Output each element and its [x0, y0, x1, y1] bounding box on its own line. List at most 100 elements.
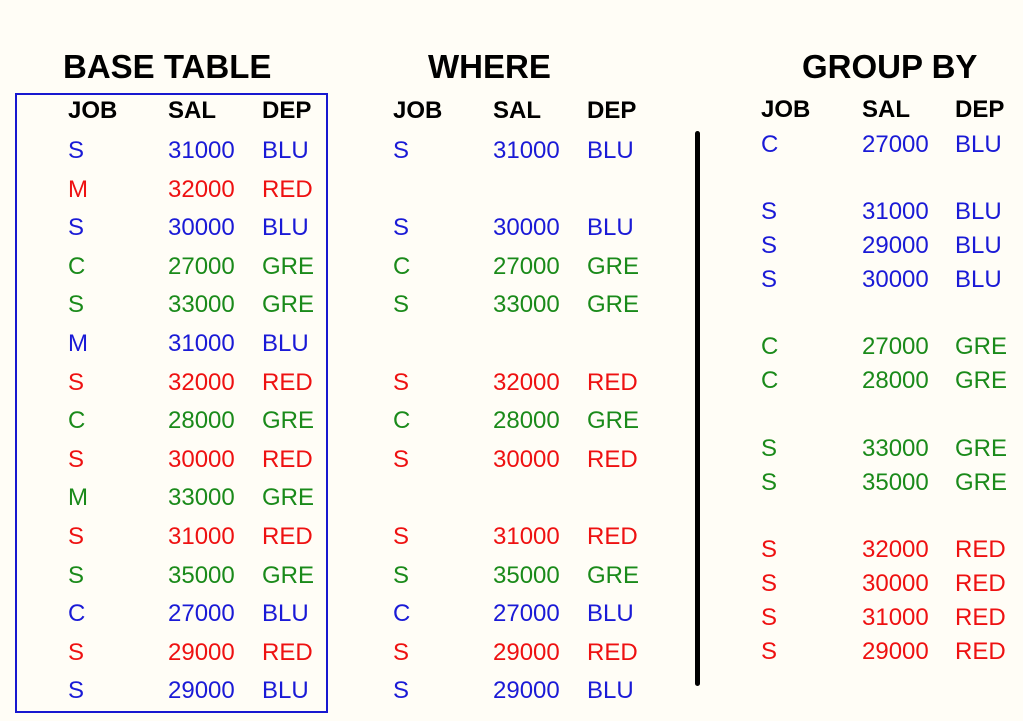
base-table-row-job: S: [68, 677, 85, 705]
group-by-row-job: S: [761, 536, 778, 563]
where-row-job: C: [393, 252, 411, 280]
group-by-row-sal: 31000: [862, 198, 929, 225]
where-row-sal: 27000: [493, 252, 560, 280]
base-table-row-sal: 30000: [168, 214, 235, 242]
base-table-row-job: S: [68, 137, 85, 164]
base-table-row-sal: 32000: [168, 175, 235, 203]
where-header-sal: SAL: [493, 97, 541, 124]
base-table-row-job: S: [68, 214, 85, 242]
group-by-header-sal: SAL: [862, 96, 910, 123]
group-by-row-job: S: [761, 469, 778, 496]
where-row-job: S: [393, 214, 410, 242]
group-by-row-dep: GRE: [955, 469, 1008, 496]
base-table-row-sal: 29000: [168, 638, 235, 666]
base-table-row-dep: RED: [262, 445, 313, 473]
where-row-job: S: [393, 291, 410, 319]
where-row-job: S: [393, 137, 410, 164]
group-by-row-dep: GRE: [955, 367, 1008, 394]
where-row-dep: RED: [587, 523, 638, 550]
where-row-sal: 32000: [493, 368, 560, 396]
base-table-row-sal: 31000: [168, 330, 235, 357]
where-row-dep: GRE: [587, 291, 640, 319]
base-table-row-sal: 31000: [168, 523, 235, 550]
group-by-row-dep: BLU: [955, 198, 1002, 225]
where-row-sal: 29000: [493, 638, 560, 666]
where-row-sal: 31000: [493, 137, 560, 164]
base-table-row-dep: BLU: [262, 214, 309, 242]
base-table-row-dep: GRE: [262, 561, 315, 589]
group-by-row-dep: RED: [955, 536, 1006, 563]
group-by-row-job: C: [761, 333, 779, 360]
where-row-dep: GRE: [587, 407, 640, 435]
group-by-row-dep: RED: [955, 570, 1006, 597]
where-row-dep: BLU: [587, 677, 634, 705]
where-title: WHERE: [428, 48, 551, 85]
group-by-row-job: S: [761, 198, 778, 225]
where-row-sal: 33000: [493, 291, 560, 319]
base-table-row-job: C: [68, 252, 86, 280]
group-by-row-dep: BLU: [955, 131, 1002, 158]
group-by-header-dep: DEP: [955, 96, 1005, 123]
group-by-row-sal: 31000: [862, 604, 929, 631]
where-row-sal: 30000: [493, 445, 560, 473]
group-by-row-sal: 30000: [862, 570, 929, 597]
where-row-sal: 30000: [493, 214, 560, 242]
group-by-row-dep: BLU: [955, 232, 1002, 259]
where-row-dep: GRE: [587, 561, 640, 589]
where-row-dep: BLU: [587, 600, 634, 628]
base-table-row-dep: BLU: [262, 137, 309, 164]
base-table-row-job: S: [68, 291, 85, 319]
where-row-job: S: [393, 523, 410, 550]
base-table-row-sal: 30000: [168, 445, 235, 473]
group-by-row-dep: RED: [955, 638, 1006, 665]
where-row-dep: BLU: [587, 214, 634, 242]
where-row-sal: 31000: [493, 523, 560, 550]
base-table-row-job: S: [68, 368, 85, 396]
base-table-frame: [15, 93, 328, 713]
base-table-row-sal: 29000: [168, 677, 235, 705]
base-table-row-dep: GRE: [262, 291, 315, 319]
group-by-row-job: C: [761, 131, 779, 158]
base-table-row-dep: RED: [262, 523, 313, 550]
base-table-row-dep: BLU: [262, 330, 309, 357]
group-by-row-sal: 33000: [862, 435, 929, 462]
base-table-row-dep: BLU: [262, 600, 309, 628]
where-row-job: S: [393, 638, 410, 666]
base-table-row-dep: GRE: [262, 252, 315, 280]
base-table-header-sal: SAL: [168, 97, 216, 124]
base-table-row-job: M: [68, 330, 88, 357]
base-table-row-sal: 33000: [168, 291, 235, 319]
group-by-row-sal: 29000: [862, 232, 929, 259]
group-by-row-dep: BLU: [955, 266, 1002, 293]
base-table-row-job: S: [68, 523, 85, 550]
group-by-row-sal: 32000: [862, 536, 929, 563]
base-table-row-job: M: [68, 484, 88, 512]
where-row-sal: 29000: [493, 677, 560, 705]
group-by-row-dep: RED: [955, 604, 1006, 631]
base-table-row-dep: RED: [262, 638, 313, 666]
group-by-row-sal: 29000: [862, 638, 929, 665]
group-by-row-job: S: [761, 232, 778, 259]
where-row-job: S: [393, 368, 410, 396]
base-table-row-sal: 32000: [168, 368, 235, 396]
where-header-job: JOB: [393, 97, 443, 124]
base-table-header-dep: DEP: [262, 97, 312, 124]
where-row-dep: RED: [587, 445, 638, 473]
group-by-row-dep: GRE: [955, 435, 1008, 462]
group-by-row-dep: GRE: [955, 333, 1008, 360]
group-by-row-sal: 35000: [862, 469, 929, 496]
base-table-row-job: C: [68, 407, 86, 435]
base-table-title: BASE TABLE: [63, 48, 272, 85]
base-table-row-sal: 33000: [168, 484, 235, 512]
where-row-job: C: [393, 407, 411, 435]
base-table-row-dep: GRE: [262, 407, 315, 435]
base-table-row-dep: RED: [262, 368, 313, 396]
base-table-row-sal: 35000: [168, 561, 235, 589]
group-by-title: GROUP BY: [802, 48, 978, 85]
where-header-dep: DEP: [587, 97, 637, 124]
group-by-row-job: S: [761, 604, 778, 631]
group-by-row-sal: 27000: [862, 131, 929, 158]
base-table-row-sal: 27000: [168, 600, 235, 628]
group-by-row-sal: 30000: [862, 266, 929, 293]
